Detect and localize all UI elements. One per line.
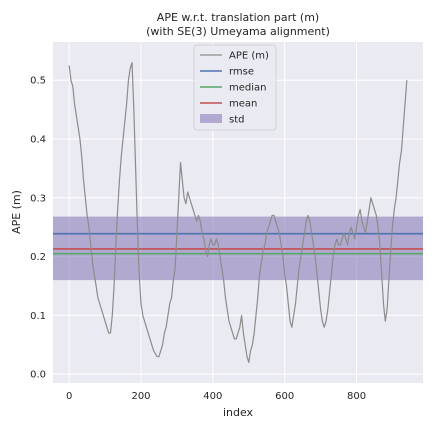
x-tick-label: 800 [347,391,366,402]
x-axis-label: index [223,406,254,419]
y-tick-label: 0.1 [30,311,46,322]
legend-swatch-std [200,114,222,123]
y-axis-label: APE (m) [10,190,23,234]
y-tick-label: 0.0 [30,370,46,381]
legend-label: median [229,83,267,94]
y-tick-labels: 0.0 0.1 0.2 0.3 0.4 0.5 [30,76,46,381]
legend-label: mean [229,99,257,110]
ape-series-line [68,61,408,364]
y-tick-label: 0.3 [30,193,46,204]
x-tick-label: 600 [275,391,294,402]
y-tick-label: 0.5 [30,76,46,87]
legend-label: APE (m) [229,51,269,62]
stat-lines [53,232,423,255]
x-tick-label: 200 [131,391,150,402]
legend-label: rmse [229,67,254,78]
chart-title: APE w.r.t. translation part (m) [157,11,319,24]
legend-label: std [229,115,244,126]
chart-subtitle: (with SE(3) Umeyama alignment) [146,25,330,38]
legend: APE (m) rmse median mean std [193,44,277,131]
x-tick-label: 0 [66,391,72,402]
x-tick-labels: 0 200 400 600 800 [66,391,366,402]
x-tick-label: 400 [203,391,222,402]
y-tick-label: 0.2 [30,252,46,263]
legend-box [193,44,277,131]
y-tick-label: 0.4 [30,135,46,146]
